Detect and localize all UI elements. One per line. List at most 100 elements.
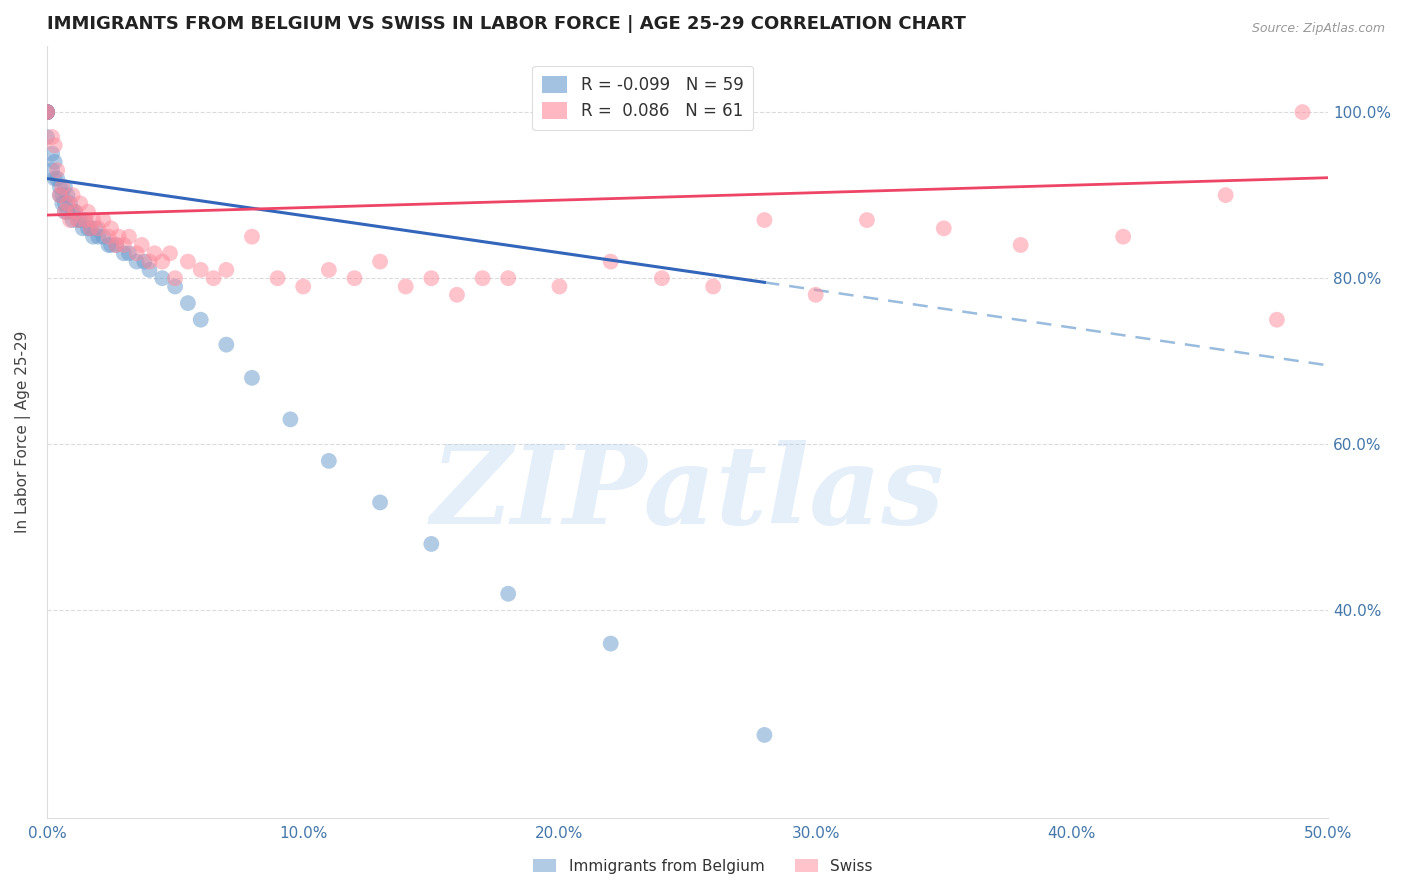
Point [190,263,212,277]
Point [138,263,160,277]
Point [292,279,315,293]
Point [53,204,76,219]
Point [215,263,238,277]
Point [35,105,58,120]
Point [75,213,97,227]
Point [420,537,443,551]
Point [138,254,160,268]
Point [66,213,89,227]
Point [1215,188,1237,202]
Point [1010,238,1032,252]
Point [87,221,110,235]
Point [368,254,391,268]
Point [59,196,82,211]
Text: Source: ZipAtlas.com: Source: ZipAtlas.com [1251,22,1385,36]
Point [46,163,69,178]
Point [112,246,135,260]
Point [62,188,84,202]
Point [49,188,72,202]
Point [44,138,66,153]
Point [35,105,58,120]
Point [395,279,418,293]
Point [266,271,288,285]
Point [496,271,519,285]
Point [100,238,122,252]
Point [93,213,115,227]
Point [51,188,73,202]
Point [75,213,97,227]
Point [215,337,238,351]
Point [66,213,89,227]
Point [1112,229,1135,244]
Point [35,105,58,120]
Point [143,246,166,260]
Legend: R = -0.099   N = 59, R =  0.086   N = 61: R = -0.099 N = 59, R = 0.086 N = 61 [533,66,754,130]
Point [53,204,76,219]
Point [105,238,128,252]
Point [77,221,100,235]
Point [420,271,443,285]
Point [35,105,58,120]
Point [496,587,519,601]
Point [318,263,340,277]
Point [165,279,187,293]
Point [1291,105,1313,120]
Point [53,179,76,194]
Point [100,221,122,235]
Point [125,246,148,260]
Point [56,196,79,211]
Point [368,495,391,509]
Point [599,254,621,268]
Point [280,412,302,426]
Point [69,196,91,211]
Point [56,204,79,219]
Point [49,179,72,194]
Point [59,213,82,227]
Point [599,637,621,651]
Point [87,229,110,244]
Y-axis label: In Labor Force | Age 25-29: In Labor Force | Age 25-29 [15,331,31,533]
Point [35,105,58,120]
Point [41,163,63,178]
Text: IMMIGRANTS FROM BELGIUM VS SWISS IN LABOR FORCE | AGE 25-29 CORRELATION CHART: IMMIGRANTS FROM BELGIUM VS SWISS IN LABO… [46,15,966,33]
Text: ZIPatlas: ZIPatlas [430,440,945,548]
Point [44,171,66,186]
Point [63,204,86,219]
Point [446,287,468,301]
Point [97,238,120,252]
Point [177,254,200,268]
Point [35,130,58,145]
Point [754,213,776,227]
Point [702,279,724,293]
Point [41,146,63,161]
Point [343,271,366,285]
Point [51,196,73,211]
Point [932,221,955,235]
Point [84,221,107,235]
Point [35,105,58,120]
Point [41,130,63,145]
Point [69,213,91,227]
Point [240,229,263,244]
Point [856,213,879,227]
Point [35,105,58,120]
Point [105,238,128,252]
Point [35,105,58,120]
Point [35,105,58,120]
Point [471,271,494,285]
Point [63,204,86,219]
Legend: Immigrants from Belgium, Swiss: Immigrants from Belgium, Swiss [527,853,879,880]
Point [1265,312,1288,326]
Point [77,204,100,219]
Point [125,254,148,268]
Point [93,229,115,244]
Point [53,196,76,211]
Point [134,254,156,268]
Point [118,229,141,244]
Point [46,171,69,186]
Point [165,271,187,285]
Point [35,105,58,120]
Point [190,312,212,326]
Point [44,155,66,169]
Point [112,238,135,252]
